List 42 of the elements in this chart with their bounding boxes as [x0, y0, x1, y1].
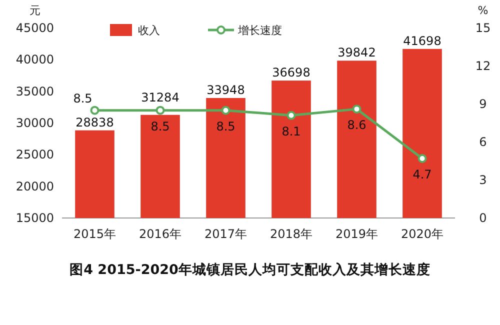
data-label: 8.5 — [73, 91, 92, 106]
y-tick-label: 45000 — [16, 21, 54, 35]
y2-axis-title: % — [478, 4, 488, 17]
data-label: 28838 — [76, 115, 114, 130]
point — [90, 106, 100, 115]
y-tick-label: 35000 — [16, 84, 54, 98]
y2-tick-label: 0 — [479, 211, 487, 225]
data-label: 8.5 — [216, 119, 236, 134]
text: 图4 2015-2020年城镇居民人均可支配收入及其增长速度 — [70, 261, 430, 278]
point — [286, 110, 296, 120]
y-tick-label: 15000 — [16, 211, 54, 225]
legend-label: 增长速度 — [237, 24, 282, 37]
data-label: 8.1 — [282, 124, 301, 138]
x-tick-label: 2017年 — [204, 227, 248, 241]
y-tick-label: 20000 — [16, 179, 54, 194]
point — [221, 106, 230, 115]
data-label: 41698 — [403, 34, 442, 48]
x-tick-label: 2016年 — [138, 227, 182, 241]
y-tick-label: 40000 — [16, 52, 54, 67]
y2-tick-label: 12 — [475, 59, 491, 73]
data-label: 4.7 — [412, 167, 432, 182]
y-axis-title: 元 — [30, 4, 40, 17]
data-label: 8.6 — [347, 118, 366, 132]
point — [418, 154, 427, 163]
y-tick-label: 25000 — [16, 148, 54, 162]
data-label: 39842 — [338, 46, 376, 60]
data-label: 36698 — [272, 66, 310, 80]
x-tick-label: 2020年 — [400, 227, 444, 241]
data-label: 33948 — [206, 82, 245, 97]
data-label: 31284 — [141, 90, 180, 104]
point — [352, 104, 362, 114]
y-tick-label: 30000 — [16, 116, 54, 130]
data-label: 8.5 — [150, 119, 170, 134]
y2-tick-label: 9 — [479, 97, 487, 111]
y2-tick-label: 3 — [479, 173, 487, 187]
y2-tick-label: 15 — [475, 21, 491, 35]
x-tick-label: 2019年 — [335, 227, 378, 241]
x-tick-label: 2018年 — [270, 227, 313, 241]
point — [156, 106, 165, 115]
y2-tick-label: 6 — [479, 135, 487, 149]
legend-label: 收入 — [138, 24, 160, 37]
x-tick-label: 2015年 — [73, 227, 116, 241]
